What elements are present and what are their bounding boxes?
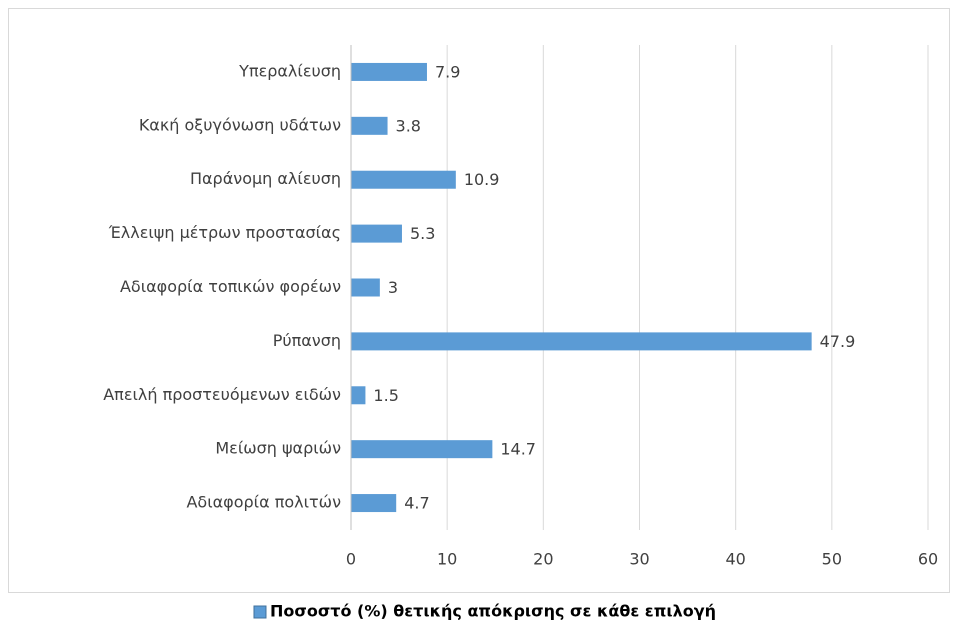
bar (351, 62, 427, 81)
x-tick-label: 20 (533, 550, 553, 569)
x-tick-label: 30 (629, 550, 649, 569)
y-tick-label: Ρύπανση (273, 331, 341, 350)
y-tick-label: Παράνομη αλίευση (190, 169, 341, 188)
bar (351, 440, 493, 459)
data-label: 10.9 (464, 170, 500, 189)
x-tick-label: 0 (346, 550, 356, 569)
bar (351, 278, 380, 297)
bar (351, 116, 388, 135)
y-tick-label: Αδιαφορία τοπικών φορέων (120, 277, 341, 296)
data-label: 5.3 (410, 224, 435, 243)
bar (351, 224, 402, 243)
data-label: 14.7 (500, 440, 536, 459)
x-tick-label: 60 (918, 550, 938, 569)
x-tick-label: 10 (437, 550, 457, 569)
data-label: 7.9 (435, 62, 460, 81)
data-label: 4.7 (404, 494, 429, 513)
chart-border (8, 8, 950, 593)
data-label: 3 (388, 278, 398, 297)
data-label: 1.5 (373, 386, 398, 405)
data-label: 3.8 (396, 116, 421, 135)
y-tick-label: Απειλή προστευόμενων ειδών (103, 385, 341, 404)
legend-background (178, 594, 778, 628)
legend-swatch (253, 605, 267, 619)
legend-text: Ποσοστό (%) θετικής απόκρισης σε κάθε επ… (270, 602, 716, 621)
y-tick-label: Μείωση ψαριών (215, 439, 341, 458)
x-tick-label: 40 (725, 550, 745, 569)
bar (351, 494, 397, 513)
y-tick-label: Έλλειψη μέτρων προστασίας (108, 223, 341, 242)
y-tick-label: Υπεραλίευση (238, 61, 341, 80)
x-tick-label: 50 (822, 550, 842, 569)
bar (351, 170, 456, 189)
y-tick-label: Κακή οξυγόνωση υδάτων (139, 115, 341, 134)
data-label: 47.9 (820, 332, 856, 351)
bar (351, 332, 812, 351)
y-tick-label: Αδιαφορία πολιτών (186, 493, 341, 512)
bar (351, 386, 366, 405)
